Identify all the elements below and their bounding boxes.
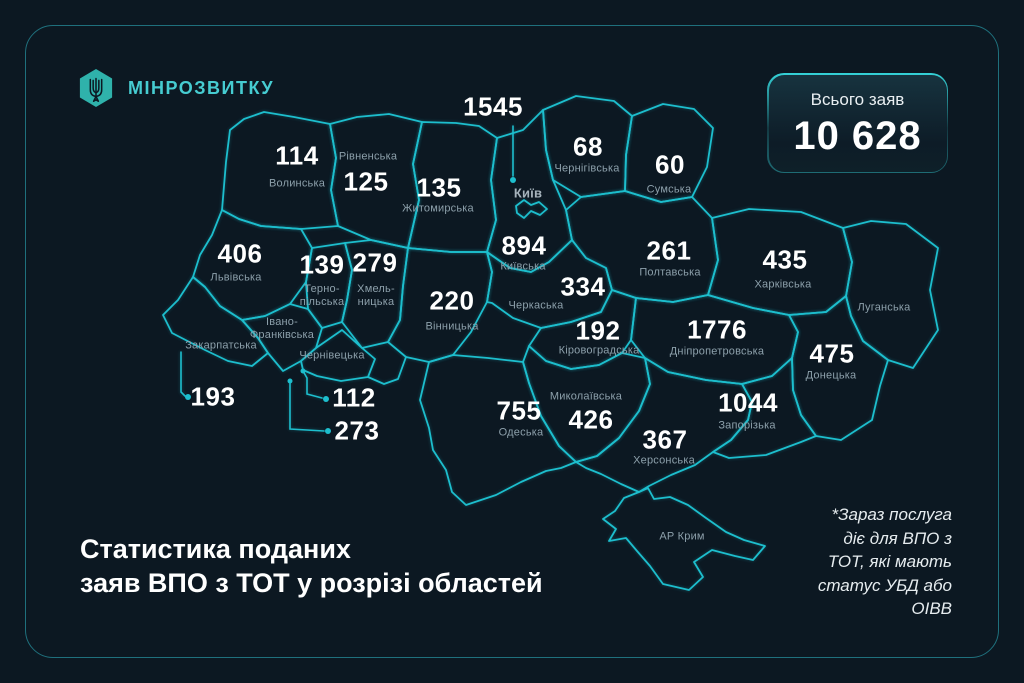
region-value-kyivska: 894 <box>501 230 547 261</box>
page-title-line1: Статистика поданих <box>80 534 351 564</box>
region-name-zakarpatska: Закарпатська <box>185 339 257 352</box>
region-name-kharkivska: Харківська <box>754 278 812 291</box>
region-name-odeska: Одеська <box>498 426 544 439</box>
region-name-poltavska: Полтавська <box>639 266 701 279</box>
region-name-donetska: Донецька <box>805 369 857 382</box>
footnote-line: діє для ВПО з <box>843 528 952 548</box>
region-name-chernivetska: Чернівецька <box>299 349 365 362</box>
connector-ivano-frankivska <box>302 370 323 399</box>
region-name-dnipropetrovska: Дніпропетровська <box>669 345 765 358</box>
region-name-zhytomyrska: Житомирська <box>402 202 474 215</box>
region-name-kyiv-city: Київ <box>513 185 543 201</box>
region-value-zakarpatska: 193 <box>190 381 236 412</box>
connector-chernivetska <box>289 381 325 432</box>
region-name-crimea: АР Крим <box>659 530 705 543</box>
connector-dot <box>300 368 306 374</box>
region-name-luhanska: Луганська <box>857 301 911 314</box>
region-path-odeska <box>419 354 577 506</box>
footnote-line: ТОТ, які мають <box>827 552 952 571</box>
region-path-crimea <box>602 487 766 591</box>
region-value-kharkivska: 435 <box>762 244 808 275</box>
region-name-zaporizka: Запорізька <box>718 419 776 432</box>
region-name-cherkaska: Черкаська <box>508 299 564 312</box>
connector-dot <box>325 428 331 434</box>
region-name-khersonska: Херсонська <box>633 454 695 467</box>
page-title-line2: заяв ВПО з ТОТ у розрізі областей <box>80 568 543 598</box>
total-applications-card: Всього заяв 10 628 <box>767 73 948 173</box>
connector-dot <box>323 396 329 402</box>
region-value-kirovohradska: 192 <box>575 315 621 346</box>
region-value-cherkaska: 334 <box>560 271 606 302</box>
region-value-kyiv-city: 1545 <box>463 91 523 122</box>
footnote-line: статус УБД або <box>817 575 952 595</box>
region-path-chernivetska <box>300 329 376 382</box>
region-value-odeska: 755 <box>496 395 542 426</box>
footnote: *Зараз послуга діє для ВПО з ТОТ, які мают… <box>762 503 952 621</box>
region-name-kirovohradska: Кіровоградська <box>558 344 640 357</box>
region-value-mykolaivska: 426 <box>568 404 614 435</box>
region-name-khmelnytska: Хмель-ницька <box>357 283 395 308</box>
region-value-ivano-frankivska: 112 <box>332 382 376 413</box>
region-name-rivnenska: Рівненська <box>338 150 398 163</box>
total-applications-value: 10 628 <box>793 114 922 158</box>
region-path-zaporizka <box>712 357 817 459</box>
region-value-zhytomyrska: 135 <box>416 172 462 203</box>
region-name-chernihivska: Чернігівська <box>554 162 620 175</box>
region-value-chernivetska: 273 <box>334 415 380 446</box>
region-name-sumska: Сумська <box>646 183 692 196</box>
region-name-vinnytska: Вінницька <box>425 320 479 333</box>
region-value-dnipropetrovska: 1776 <box>687 314 747 345</box>
region-name-ternopilska: Терно-пільська <box>299 283 345 308</box>
footnote-line: ОІВВ <box>911 599 952 618</box>
trident-hexagon-icon <box>79 69 113 107</box>
logo-text: МІНРОЗВИТКУ <box>128 77 275 98</box>
ministry-logo: МІНРОЗВИТКУ <box>78 68 274 108</box>
connector-dot <box>510 177 516 183</box>
connector-dot <box>185 394 191 400</box>
connector-zakarpatska <box>180 351 186 397</box>
region-value-sumska: 60 <box>655 149 685 180</box>
footnote-line: *Зараз послуга <box>831 505 952 524</box>
region-value-ternopilska: 139 <box>299 249 345 280</box>
region-name-kyivska: Київська <box>500 260 546 273</box>
region-value-donetska: 475 <box>809 338 855 369</box>
region-value-rivnenska: 125 <box>343 166 389 197</box>
region-value-vinnytska: 220 <box>429 285 475 316</box>
region-value-lvivska: 406 <box>217 238 263 269</box>
region-value-poltavska: 261 <box>646 235 692 266</box>
region-name-ivano-frankivska: Івано- Франківська <box>249 316 315 341</box>
region-name-lvivska: Львівська <box>210 271 262 284</box>
region-value-khersonska: 367 <box>642 424 688 455</box>
border-segment-moldova <box>367 356 407 385</box>
page-title: Статистика поданих заяв ВПО з ТОТ у розр… <box>80 532 543 600</box>
region-value-chernihivska: 68 <box>573 131 603 162</box>
region-path-sumska <box>624 103 714 203</box>
region-name-mykolaivska: Миколаївська <box>549 390 623 403</box>
total-applications-card-inner: Всього заяв 10 628 <box>768 74 947 172</box>
region-value-zaporizka: 1044 <box>718 387 778 418</box>
region-value-volynska: 114 <box>275 140 319 171</box>
connector-dot <box>287 378 293 384</box>
region-name-volynska: Волинська <box>268 177 326 190</box>
region-path-kyiv-city <box>515 199 548 219</box>
region-value-khmelnytska: 279 <box>352 247 398 278</box>
total-applications-label: Всього заяв <box>810 90 905 109</box>
